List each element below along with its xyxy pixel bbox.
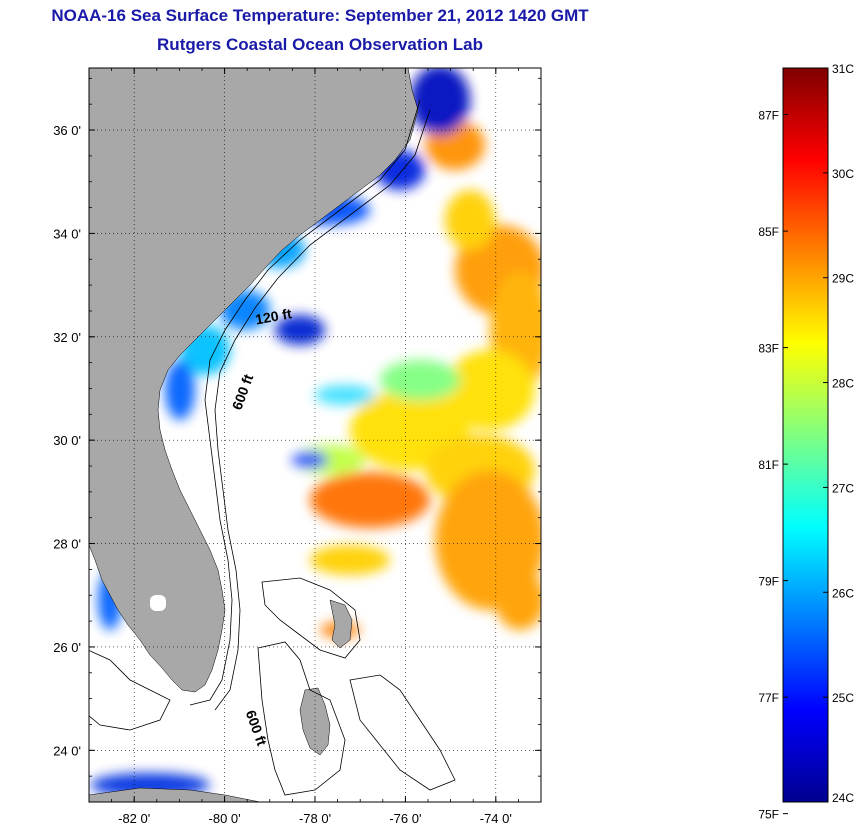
lat-tick-label: 24 0' bbox=[53, 743, 81, 758]
colorbar-fahrenheit-label: 75F bbox=[758, 808, 779, 822]
lon-tick-label: -76 0' bbox=[389, 811, 421, 826]
colorbar-celsius-label: 25C bbox=[832, 691, 854, 705]
map-title: NOAA-16 Sea Surface Temperature: Septemb… bbox=[51, 6, 589, 25]
lat-tick-label: 36 0' bbox=[53, 123, 81, 138]
lon-tick-label: -78 0' bbox=[299, 811, 331, 826]
colorbar-fahrenheit-label: 87F bbox=[758, 109, 779, 123]
colorbar-celsius-label: 29C bbox=[832, 272, 854, 286]
bathymetry-contours bbox=[89, 99, 456, 796]
land-cuba bbox=[89, 787, 261, 802]
lat-tick-label: 32 0' bbox=[53, 330, 81, 345]
lat-tick-label: 28 0' bbox=[53, 537, 81, 552]
colorbar-fahrenheit-label: 81F bbox=[758, 458, 779, 472]
colorbar-fahrenheit-label: 83F bbox=[758, 342, 779, 356]
colorbar-celsius-label: 27C bbox=[832, 481, 854, 495]
contour-label: 120 ft bbox=[254, 305, 293, 327]
lake-okeechobee bbox=[150, 595, 166, 611]
map-axes: -82 0' -80 0' -78 0' -76 0' -74 0' 24 0' 26 0'… bbox=[53, 68, 542, 826]
colorbar-ticks: 31C 30C 29C 28C 27C 26C 25C 24C 87F 85F 83F 81F 79F 7… bbox=[758, 62, 854, 822]
colorbar-celsius-label: 28C bbox=[832, 377, 854, 391]
colorbar-celsius-label: 24C bbox=[832, 791, 854, 805]
lat-tick-label: 30 0' bbox=[53, 433, 81, 448]
colorbar-celsius-label: 31C bbox=[832, 62, 854, 76]
lat-tick-label: 26 0' bbox=[53, 640, 81, 655]
colorbar bbox=[782, 67, 829, 803]
lon-tick-label: -80 0' bbox=[209, 811, 241, 826]
colorbar-celsius-label: 26C bbox=[832, 586, 854, 600]
land-abaco bbox=[329, 599, 353, 649]
colorbar-fahrenheit-label: 79F bbox=[758, 575, 779, 589]
colorbar-fahrenheit-label: 77F bbox=[758, 691, 779, 705]
lon-tick-label: -82 0' bbox=[118, 811, 150, 826]
lon-tick-label: -74 0' bbox=[480, 811, 512, 826]
map-subtitle: Rutgers Coastal Ocean Observation Lab bbox=[157, 35, 483, 54]
colorbar-celsius-label: 30C bbox=[832, 167, 854, 181]
map-gridlines bbox=[89, 68, 541, 802]
land-andros bbox=[299, 687, 331, 756]
land-us-southeast bbox=[89, 68, 419, 693]
colorbar-fahrenheit-label: 85F bbox=[758, 225, 779, 239]
lat-tick-label: 34 0' bbox=[53, 226, 81, 241]
